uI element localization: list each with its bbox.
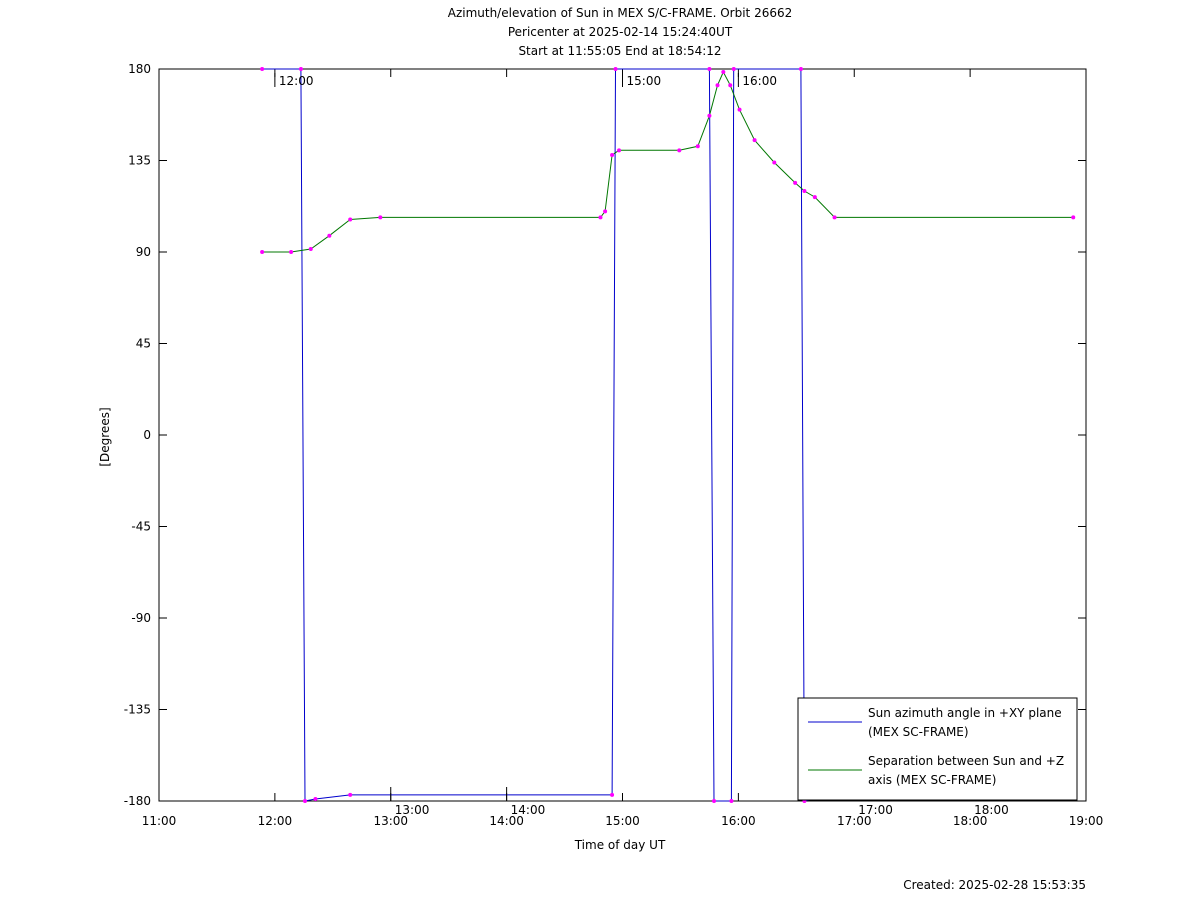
x-tick-label: 14:00 [489,814,524,828]
footer: Created: 2025-02-28 15:53:35 [903,878,1086,892]
data-point [715,83,720,88]
y-axis-label: [Degrees] [98,407,112,466]
data-point [737,107,742,112]
legend-entry: Sun azimuth angle in +XY plane (MEX SC-F… [868,706,1062,739]
data-point [303,799,308,803]
data-point [298,67,303,71]
x-tick-label: 12:00 [258,814,293,828]
data-point [731,67,736,71]
series-line [262,70,1074,253]
x-tick-label: 18:00 [953,814,988,828]
y-tick-label: 45 [136,337,151,351]
data-point [812,195,817,200]
data-point [677,148,682,153]
data-point [327,233,332,238]
y-tick-label: -180 [124,794,151,808]
legend-box [797,697,1078,801]
data-point [721,70,726,75]
data-point [613,67,618,71]
y-tick-label: 180 [128,62,151,76]
legend-entry: Separation between Sun and +Z axis (MEX … [868,754,1065,787]
y-tick-label: 90 [136,245,151,259]
annotation: 14:00 [511,803,546,817]
annotation: 18:00 [974,803,1009,817]
y-tick-label: 0 [143,428,151,442]
data-point [772,160,777,165]
data-point [729,799,734,803]
data-point [610,792,615,797]
data-point [598,215,603,220]
y-tick-label: -90 [131,611,151,625]
data-point [260,250,265,254]
data-point [798,67,803,71]
x-tick-label: 19:00 [1069,814,1104,828]
data-point [712,799,717,803]
data-point [260,67,265,71]
annotation: 13:00 [395,803,430,817]
annotation: 17:00 [858,803,893,817]
data-point [707,67,712,71]
x-tick-label: 17:00 [837,814,872,828]
x-tick-label: 16:00 [721,814,756,828]
data-point [313,796,318,801]
x-axis-label: Time of day UT [574,838,666,852]
chart-title: Pericenter at 2025-02-14 15:24:40UT [508,25,733,39]
legend-label: Separation between Sun and +Z axis (MEX … [868,754,1065,787]
data-point [752,138,757,143]
data-point [610,153,615,158]
y-tick-label: 135 [128,154,151,168]
annotation: 12:00 [279,74,314,88]
x-tick-label: 15:00 [605,814,640,828]
x-tick-label: 11:00 [142,814,177,828]
legend-label: Sun azimuth angle in +XY plane (MEX SC-F… [868,706,1062,739]
y-tick-label: -135 [124,703,151,717]
data-point [1071,215,1076,220]
data-point [348,217,353,222]
data-point [617,148,622,153]
series-line [262,68,1074,802]
annotation: 15:00 [627,74,662,88]
data-point [289,250,294,254]
data-point [832,215,837,220]
data-point [603,209,608,214]
plot-frame [158,68,1087,802]
data-point [728,83,733,88]
data-point [348,792,353,797]
y-tick-label: -45 [131,520,151,534]
data-point [707,113,712,118]
data-point [802,189,807,193]
chart-title: Azimuth/elevation of Sun in MEX S/C-FRAM… [448,6,793,20]
data-point [308,246,313,251]
data-point [793,180,798,185]
annotation: 16:00 [742,74,777,88]
data-point [378,215,383,220]
x-tick-label: 13:00 [373,814,408,828]
chart-title: Start at 11:55:05 End at 18:54:12 [518,44,721,58]
data-point [695,144,700,149]
